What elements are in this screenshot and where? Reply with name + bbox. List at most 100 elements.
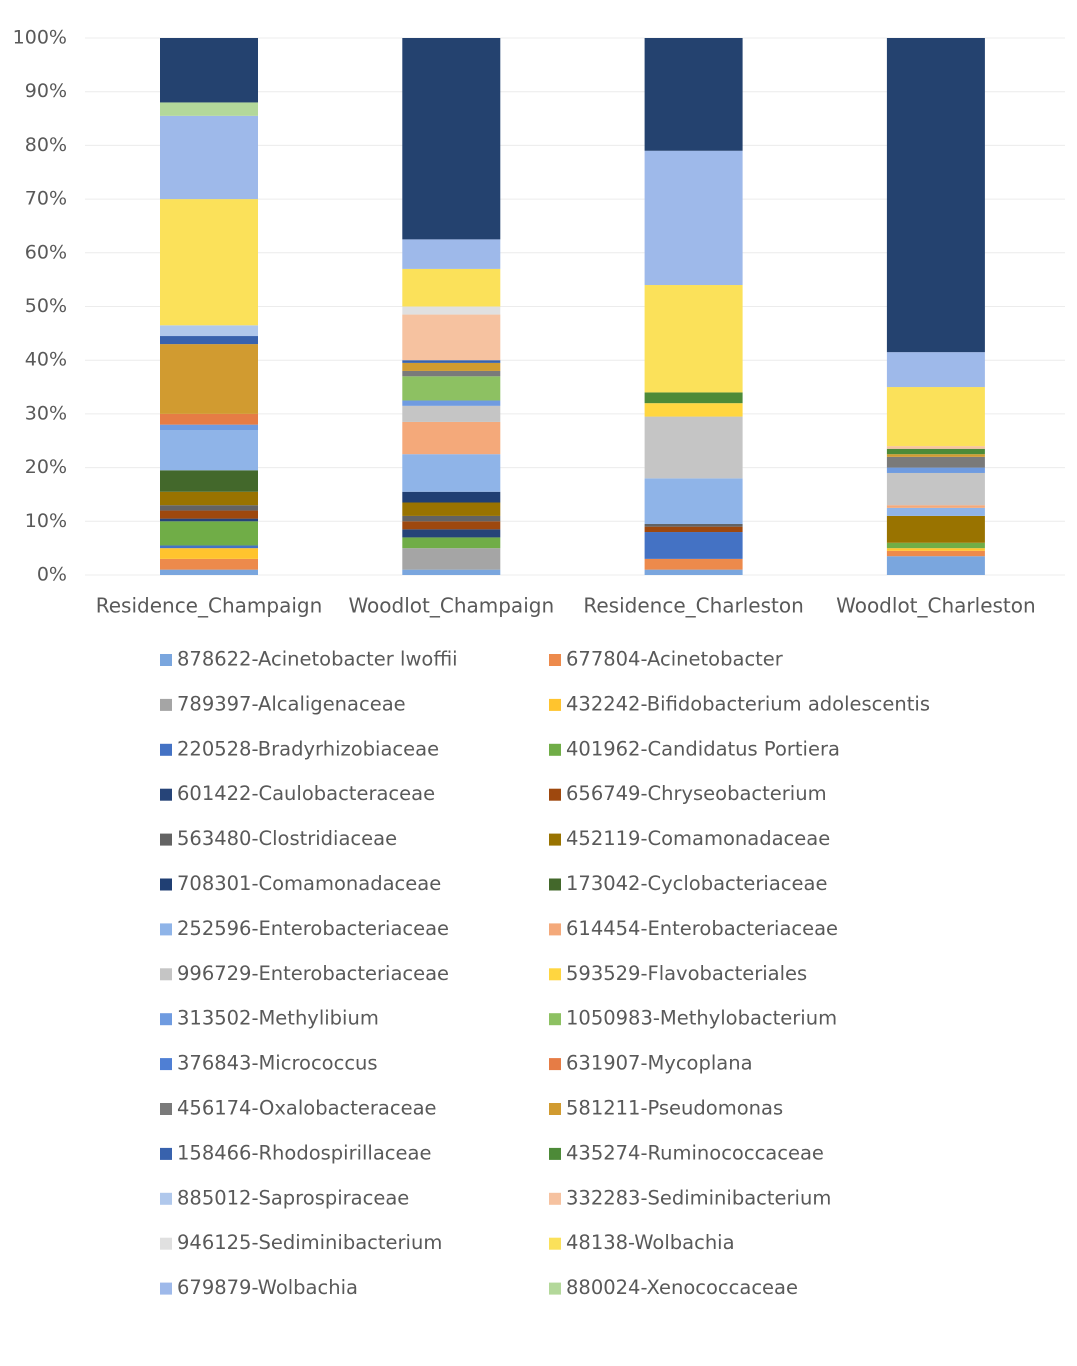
y-tick-label: 60% [25, 241, 67, 263]
legend-swatch [549, 1103, 561, 1115]
legend-label: 880024-Xenococcaceae [566, 1276, 798, 1299]
bar-segment [402, 529, 501, 538]
bar-segment [886, 387, 985, 447]
legend-swatch [549, 698, 561, 711]
bar-segment [644, 478, 743, 524]
bar-segment [160, 510, 258, 519]
bar-segment [402, 491, 501, 503]
bar-segment [644, 569, 743, 575]
bar-segment [402, 569, 501, 575]
bar-segment [160, 344, 258, 414]
bar-segment [886, 472, 985, 506]
legend-label: 173042-Cyclobacteriaceae [566, 872, 827, 895]
legend-swatch [549, 788, 561, 801]
bar-segment [886, 515, 985, 543]
bar-segment [644, 38, 743, 151]
legend-swatch [160, 788, 172, 801]
bar-segment [402, 362, 501, 371]
legend-swatch [549, 833, 561, 846]
y-tick-label: 80% [25, 134, 67, 156]
bar-segment [160, 199, 258, 326]
bar-segment [402, 370, 501, 377]
bar-segment [160, 336, 258, 345]
bar-segment [644, 532, 743, 559]
legend-swatch [549, 878, 561, 891]
bar-segment [402, 548, 501, 570]
legend-label: 614454-Enterobacteriaceae [566, 917, 838, 940]
legend-label: 456174-Oxalobacteraceae [177, 1097, 437, 1120]
bar-segment [160, 115, 258, 200]
bar-segment [402, 521, 501, 530]
bar-segment [402, 421, 501, 455]
legend-swatch [549, 968, 561, 981]
x-tick-label: Residence_Champaign [96, 594, 323, 618]
bar-segment [886, 550, 985, 557]
bar-segment [886, 548, 985, 551]
legend-swatch [549, 654, 561, 666]
legend-swatch [160, 1192, 172, 1205]
bar-segment [402, 376, 501, 401]
bar-segment [644, 526, 743, 533]
legend-label: 435274-Ruminococcaceae [566, 1141, 824, 1164]
bar-segment [402, 360, 501, 363]
bar-segment [886, 542, 985, 549]
legend-label: 631907-Mycoplana [566, 1052, 753, 1075]
bar-segment [160, 548, 258, 559]
legend-swatch [160, 654, 172, 666]
legend-swatch [160, 878, 172, 891]
legend-label: 789397-Alcaligenaceae [177, 692, 406, 715]
legend-label: 581211-Pseudomonas [566, 1097, 783, 1120]
legend-label: 220528-Bradyrhizobiaceae [177, 737, 439, 760]
bar-segment [160, 545, 258, 549]
bar-segment [402, 38, 501, 240]
bar-segment [886, 505, 985, 508]
bar-segment [160, 38, 258, 103]
legend-label: 313502-Methylibium [177, 1007, 379, 1030]
legend-label: 332283-Sediminibacterium [566, 1186, 831, 1209]
legend-swatch [549, 1282, 561, 1295]
bar-segment [402, 502, 501, 516]
x-tick-label: Woodlot_Charleston [836, 594, 1036, 618]
bar-segment [886, 454, 985, 457]
y-tick-label: 50% [25, 295, 67, 317]
x-tick-label: Residence_Charleston [583, 594, 803, 618]
y-tick-label: 10% [25, 510, 67, 532]
legend-swatch [549, 743, 561, 756]
y-tick-label: 40% [25, 349, 67, 371]
y-tick-label: 70% [25, 188, 67, 210]
legend-swatch [160, 743, 172, 756]
bar-segment [644, 392, 743, 404]
legend-swatch [549, 1237, 561, 1250]
bar-segment [160, 558, 258, 570]
bar-segment [886, 38, 985, 353]
legend-label: 679879-Wolbachia [177, 1276, 358, 1299]
bar-segment [160, 491, 258, 506]
bar-segment [160, 325, 258, 337]
legend-label: 563480-Clostridiaceae [177, 827, 397, 850]
legend-swatch [160, 1237, 172, 1250]
bar-segment [644, 523, 743, 527]
legend-swatch [160, 833, 172, 846]
legend-label: 656749-Chryseobacterium [566, 782, 827, 805]
legend-label: 158466-Rhodospirillaceae [177, 1141, 431, 1164]
legend-label: 708301-Comamonadaceae [177, 872, 441, 895]
legend-label: 593529-Flavobacteriales [566, 962, 807, 985]
y-tick-label: 90% [25, 80, 67, 102]
bar-segment [160, 569, 258, 575]
x-tick-label: Woodlot_Champaign [348, 594, 554, 618]
bar-segment [886, 352, 985, 388]
y-tick-label: 100% [13, 27, 67, 49]
bar-segment [160, 505, 258, 511]
bar-segment [160, 424, 258, 431]
bar-segment [886, 556, 985, 575]
legend-swatch [160, 1058, 172, 1071]
legend-swatch [160, 1013, 172, 1026]
bar-segment [402, 239, 501, 269]
bar-segment [886, 446, 985, 449]
legend-label: 452119-Comamonadaceae [566, 827, 830, 850]
legend-swatch [160, 923, 172, 936]
legend-label: 376843-Micrococcus [177, 1052, 378, 1075]
legend-swatch [160, 968, 172, 981]
bar-segment [886, 507, 985, 516]
